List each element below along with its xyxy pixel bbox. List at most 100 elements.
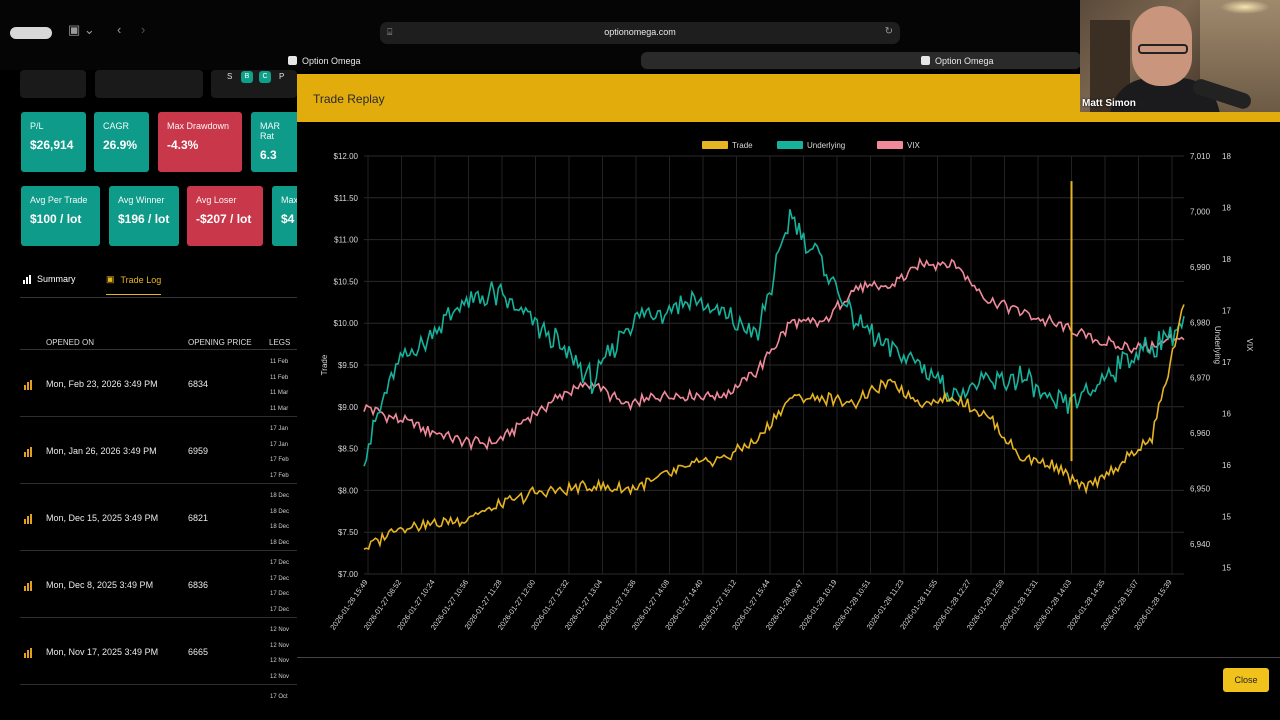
y-right2-tick-label: 15 [1222, 512, 1231, 521]
y-left-tick-label: $7.00 [338, 570, 359, 579]
y-left-tick-label: $7.50 [338, 528, 359, 537]
leg: 17 Jan [270, 441, 289, 448]
briefcase-icon: ▣ [106, 274, 115, 284]
series-line-vix [363, 256, 1185, 452]
legs-list: 17 Dec 17 Dec 17 Dec 17 Dec [270, 556, 297, 618]
opened-on: Mon, Dec 8, 2025 3:49 PM [46, 580, 154, 590]
trade-replay-chart: $12.00 $11.50 $11.00 $10.50 $10.00 $9.50 $9.00… [320, 141, 1254, 632]
leg-type-selector[interactable]: S B C P [211, 70, 297, 98]
bar-chart-icon[interactable] [24, 648, 32, 658]
leg: 18 Dec [270, 508, 290, 515]
site-settings-icon[interactable]: ⌸ [387, 27, 393, 37]
back-icon[interactable]: ‹ [117, 22, 122, 37]
tab-option-omega-1[interactable]: Option Omega [288, 52, 361, 69]
stat-label: MAR Rat [260, 121, 280, 141]
filter-box[interactable] [20, 70, 86, 98]
webcam-light [1220, 0, 1270, 14]
filter-box[interactable] [95, 70, 203, 98]
table-row[interactable]: Mon, Dec 8, 2025 3:49 PM 6836 17 Dec 17 … [20, 551, 297, 618]
tab-label: Summary [37, 274, 76, 284]
stat-value: $196 / lot [118, 212, 170, 226]
y-left-tick-label: $9.00 [338, 403, 359, 412]
legend-label: Underlying [807, 141, 845, 150]
backtest-panel: S B C P P/L $26,914 CAGR 26.9% Max Drawd… [0, 70, 297, 720]
leg: 17 Dec [270, 575, 290, 582]
tab-trade-log[interactable]: ▣ Trade Log [106, 274, 162, 295]
leg-type-s[interactable]: S [227, 72, 233, 81]
leg: 17 Feb [270, 472, 289, 479]
opening-price: 6834 [188, 379, 209, 389]
stat-card-avg-per-trade: Avg Per Trade $100 / lot [21, 186, 100, 246]
y-right1-tick-label: 7,010 [1190, 152, 1211, 161]
legs-list: 18 Dec 18 Dec 18 Dec 18 Dec [270, 489, 297, 551]
stat-value: 26.9% [103, 138, 138, 152]
y-right1-tick-label: 7,000 [1190, 207, 1211, 216]
bar-chart-icon[interactable] [24, 514, 32, 524]
column-opened-on[interactable]: OPENED ON [46, 338, 95, 347]
legs-list: 17 Oct [270, 690, 297, 706]
legend-swatch [777, 141, 803, 149]
window-controls[interactable] [10, 27, 52, 39]
y-right2-tick-label: 18 [1222, 255, 1231, 264]
tab-option-omega-2[interactable]: Option Omega [641, 52, 1081, 69]
y-right2-tick-label: 17 [1222, 358, 1231, 367]
participant-name: Matt Simon [1082, 98, 1136, 109]
leg-type-c[interactable]: C [259, 71, 271, 83]
y-right1-tick-label: 6,940 [1190, 540, 1211, 549]
bar-chart-icon [23, 274, 31, 284]
opening-price: 6665 [188, 647, 209, 657]
y-left-tick-label: $10.50 [334, 277, 359, 286]
modal-divider [297, 657, 1280, 658]
leg: 17 Dec [270, 606, 290, 613]
y-left-tick-label: $11.50 [334, 194, 358, 203]
bar-chart-icon[interactable] [24, 447, 32, 457]
leg: 12 Nov [270, 658, 290, 664]
sidebar-toggle-icon[interactable]: ▣ ⌄ [68, 22, 95, 37]
opened-on: Mon, Jan 26, 2026 3:49 PM [46, 446, 157, 456]
stat-label: Max Drawdown [167, 121, 230, 131]
close-button[interactable]: Close [1223, 668, 1269, 692]
tab-title: Option Omega [302, 55, 361, 66]
tab-title: Option Omega [935, 55, 994, 66]
y-right2-tick-label: 17 [1222, 306, 1231, 315]
y-left-tick-label: $12.00 [334, 152, 359, 161]
opened-on: Mon, Dec 15, 2025 3:49 PM [46, 513, 159, 523]
leg-type-p[interactable]: P [279, 72, 285, 81]
leg: 12 Nov [270, 673, 290, 680]
webcam-person [1138, 44, 1188, 54]
leg: 17 Jan [270, 426, 289, 432]
opening-price: 6959 [188, 446, 209, 456]
legend-label: VIX [907, 141, 921, 150]
table-row[interactable]: Mon, Jan 26, 2026 3:49 PM 6959 17 Jan 17… [20, 417, 297, 484]
forward-icon[interactable]: › [141, 22, 146, 37]
reload-icon[interactable]: ↻ [884, 26, 893, 37]
stat-value: -4.3% [167, 138, 199, 152]
x-tick-label: 2026-01-28 15:39 [1132, 578, 1173, 632]
opened-on: Mon, Nov 17, 2025 3:49 PM [46, 647, 159, 657]
tab-summary[interactable]: Summary [23, 274, 76, 284]
stat-value: 6.3 [260, 148, 277, 162]
legend-label: Trade [732, 141, 753, 150]
table-row[interactable]: Mon, Feb 23, 2026 3:49 PM 6834 11 Feb 11… [20, 350, 297, 417]
y-right1-tick-label: 6,950 [1190, 485, 1211, 494]
stat-card-avg-winner: Avg Winner $196 / lot [109, 186, 179, 246]
leg: 11 Feb [270, 359, 289, 365]
y-left-tick-label: $8.50 [338, 445, 359, 454]
table-row[interactable]: 17 Oct [20, 685, 297, 720]
bar-chart-icon[interactable] [24, 380, 32, 390]
table-row[interactable]: Mon, Dec 15, 2025 3:49 PM 6821 18 Dec 18… [20, 484, 297, 551]
stat-label: Max [281, 195, 297, 205]
address-bar[interactable]: ⌸ optionomega.com ↻ [380, 22, 900, 44]
table-row[interactable]: Mon, Nov 17, 2025 3:49 PM 6665 12 Nov 12… [20, 618, 297, 685]
leg: 18 Dec [270, 493, 290, 499]
leg-type-b[interactable]: B [241, 71, 253, 83]
leg: 17 Dec [270, 591, 290, 597]
leg: 18 Dec [270, 524, 290, 530]
stat-label: P/L [30, 121, 44, 131]
column-opening-price[interactable]: OPENING PRICE [188, 338, 252, 347]
column-legs[interactable]: LEGS [269, 338, 291, 347]
bar-chart-icon[interactable] [24, 581, 32, 591]
series-line-trade [363, 304, 1185, 551]
y-right2-tick-label: 15 [1222, 564, 1231, 573]
stat-card-max: Max $4 [272, 186, 297, 246]
